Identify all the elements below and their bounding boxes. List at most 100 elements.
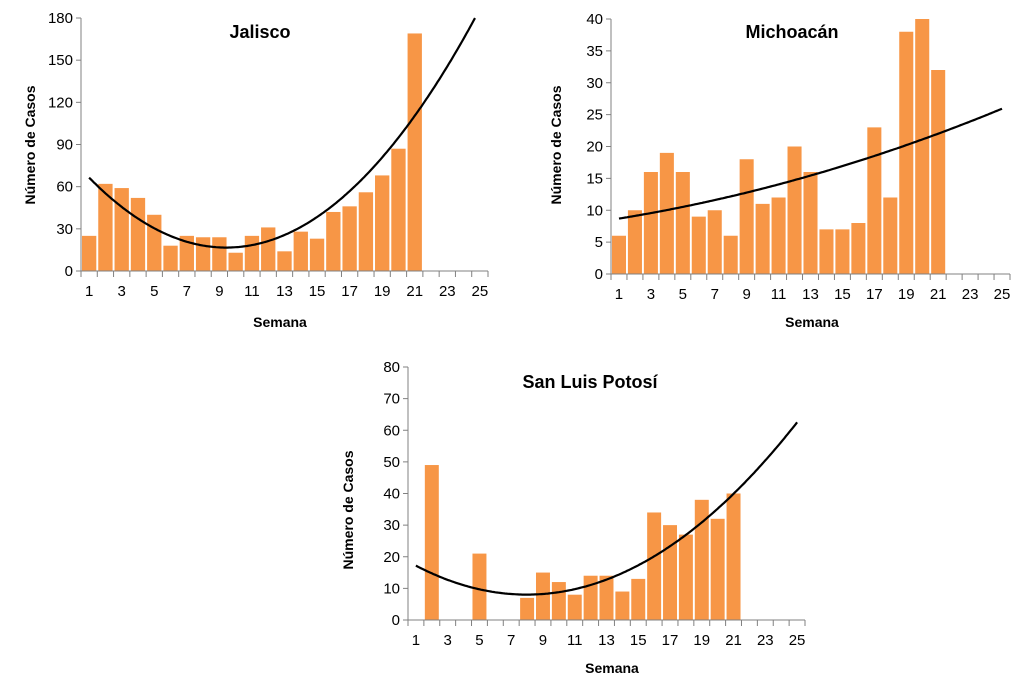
x-tick-label: 19	[898, 286, 915, 303]
x-tick-label: 13	[276, 283, 293, 300]
bar	[212, 237, 227, 271]
bar	[627, 210, 642, 274]
bar	[723, 235, 738, 274]
y-tick-label: 25	[586, 107, 603, 124]
bar	[407, 33, 422, 271]
bar	[391, 148, 406, 271]
chart-panel-jalisco: Jalisco Semana Número de Casos 030609012…	[22, 10, 489, 330]
x-tick-label: 5	[475, 632, 483, 649]
x-tick-label: 15	[309, 283, 326, 300]
bar	[755, 203, 770, 274]
y-tick-label: 15	[586, 170, 603, 187]
y-tick-label: 70	[383, 391, 400, 408]
y-tick-label: 120	[48, 94, 73, 111]
x-tick-label: 13	[802, 286, 819, 303]
y-tick-label: 0	[65, 263, 73, 280]
bar	[819, 229, 834, 274]
x-tick-label: 19	[693, 632, 710, 649]
bar	[342, 206, 357, 271]
bar	[867, 127, 882, 274]
bar	[803, 172, 818, 274]
y-tick-label: 0	[392, 612, 400, 629]
bar	[358, 192, 374, 271]
bar	[631, 578, 646, 620]
x-tick-label: 23	[757, 632, 774, 649]
x-tick-label: 23	[439, 283, 456, 300]
x-tick-label: 5	[150, 283, 158, 300]
y-tick-label: 90	[56, 137, 73, 154]
y-tick-label: 80	[383, 359, 400, 376]
x-tick-label: 21	[725, 632, 742, 649]
x-tick-label: 1	[615, 286, 623, 303]
y-tick-label: 30	[56, 221, 73, 238]
bar	[678, 534, 693, 620]
y-tick-label: 60	[56, 179, 73, 196]
x-tick-label: 9	[215, 283, 223, 300]
bar	[147, 214, 162, 271]
x-tick-label: 11	[244, 283, 260, 300]
y-tick-label: 30	[383, 517, 400, 534]
y-tick-label: 40	[586, 11, 603, 28]
x-tick-label: 7	[711, 286, 719, 303]
x-tick-label: 9	[539, 632, 547, 649]
bar	[694, 499, 709, 620]
x-axis-title: Semana	[585, 660, 639, 674]
trendline	[88, 17, 476, 249]
bar	[375, 175, 390, 271]
trendline	[415, 421, 798, 596]
bar	[244, 235, 260, 271]
x-tick-label: 9	[742, 286, 750, 303]
x-tick-label: 3	[647, 286, 655, 303]
bar	[647, 512, 662, 620]
x-tick-label: 1	[85, 283, 93, 300]
bar	[659, 152, 674, 274]
bar	[228, 252, 243, 271]
y-tick-label: 35	[586, 43, 603, 60]
bar	[707, 210, 722, 274]
x-tick-label: 1	[412, 632, 420, 649]
bar	[179, 235, 194, 271]
x-tick-label: 17	[866, 286, 883, 303]
bar	[326, 211, 341, 271]
y-tick-label: 20	[586, 139, 603, 156]
bar	[535, 572, 550, 620]
bar	[277, 251, 292, 271]
trendline	[618, 107, 1003, 220]
bar	[615, 591, 630, 620]
bar	[899, 31, 914, 274]
bar	[739, 159, 754, 274]
bar	[710, 518, 725, 620]
x-tick-label: 19	[374, 283, 391, 300]
y-tick-label: 150	[48, 52, 73, 69]
bar	[787, 146, 802, 274]
bar	[309, 238, 325, 271]
bar	[611, 235, 627, 274]
x-tick-label: 17	[662, 632, 679, 649]
y-tick-label: 50	[383, 454, 400, 471]
y-tick-label: 10	[586, 202, 603, 219]
x-axis-title: Semana	[785, 314, 839, 330]
chart-panel-michoacan: Michoacán Semana Número de Casos 0510152…	[548, 11, 1011, 330]
x-tick-label: 15	[630, 632, 647, 649]
bar	[195, 237, 211, 271]
bar	[883, 197, 898, 274]
bar	[114, 188, 129, 271]
x-tick-label: 11	[567, 632, 583, 649]
y-tick-label: 180	[48, 10, 73, 27]
bar	[261, 227, 276, 271]
x-tick-label: 15	[834, 286, 851, 303]
bar	[771, 197, 786, 274]
bar	[98, 183, 113, 271]
y-tick-label: 0	[595, 266, 603, 283]
x-tick-label: 21	[930, 286, 947, 303]
bar	[472, 553, 487, 620]
x-tick-label: 7	[183, 283, 191, 300]
x-tick-label: 11	[771, 286, 787, 303]
bar	[130, 197, 146, 271]
bar	[520, 597, 535, 620]
bar	[931, 70, 946, 274]
chart-panel-san-luis-potosi: San Luis Potosí Semana Número de Casos 0…	[340, 359, 806, 674]
bar	[567, 594, 582, 620]
chart-title: Jalisco	[229, 22, 290, 42]
